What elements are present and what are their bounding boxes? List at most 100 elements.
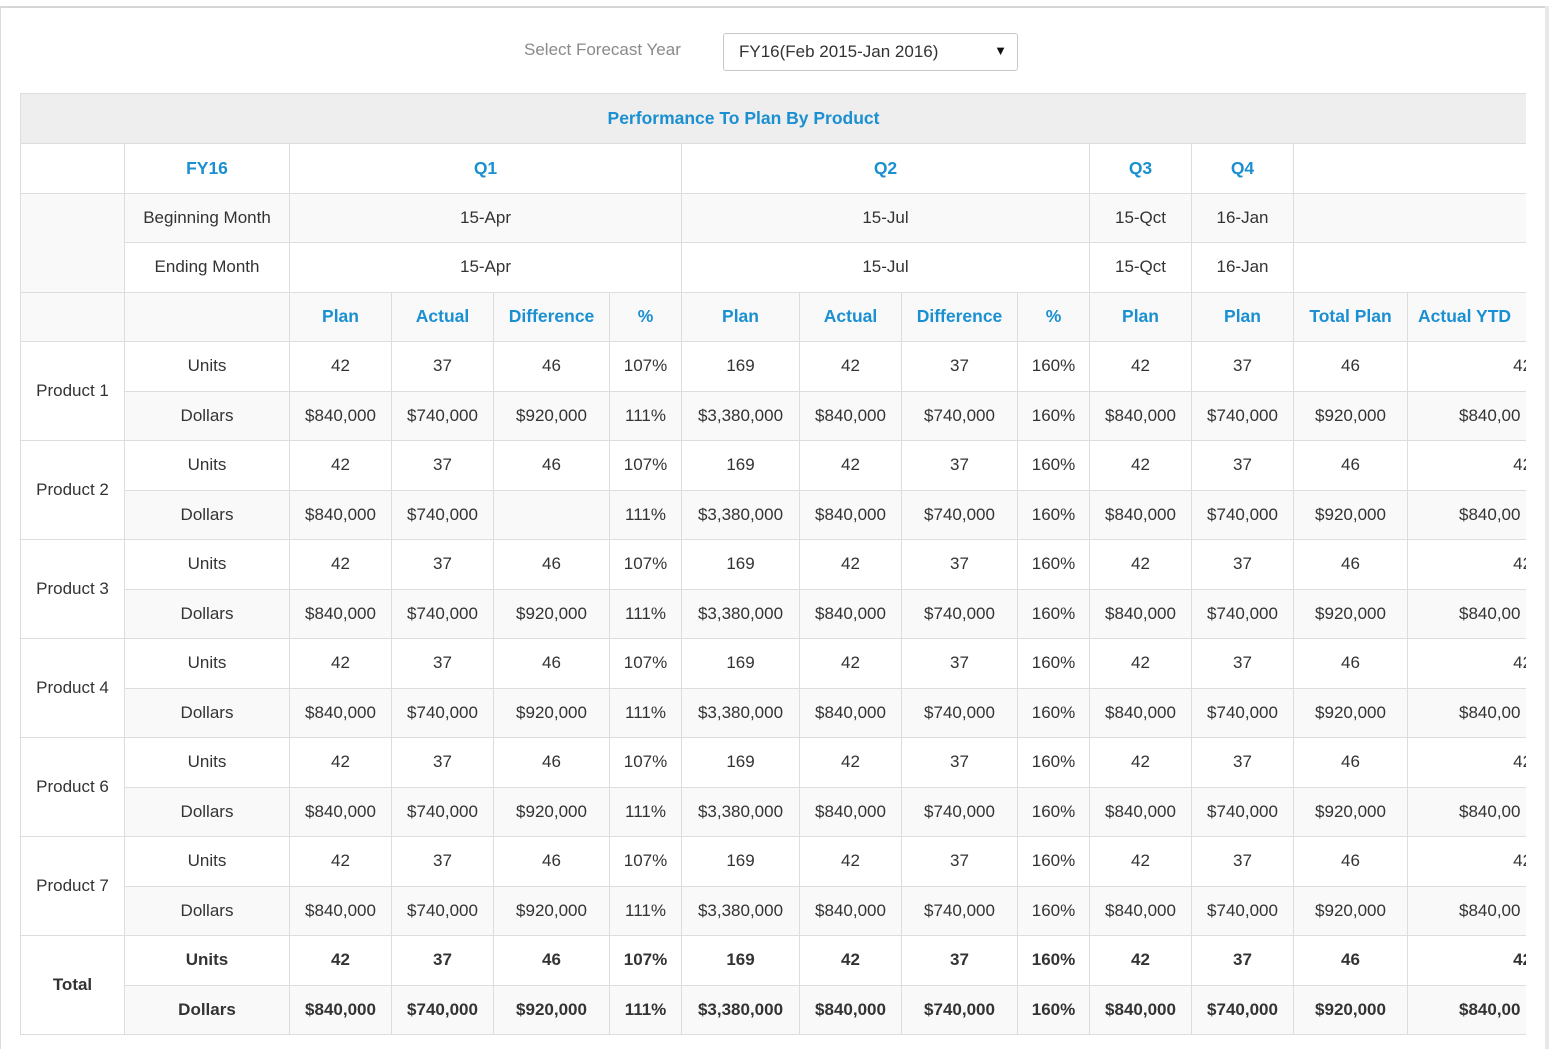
dollars-cell: $740,000 (901, 588, 1018, 639)
dollars-cell: $3,380,000 (681, 786, 800, 837)
dollars-cell: $840,000 (1089, 984, 1192, 1035)
column-header: Difference (901, 291, 1018, 342)
dollars-cell: $740,000 (1191, 885, 1294, 936)
metric-dollars-label: Dollars (124, 786, 290, 837)
corner-cell (20, 143, 125, 194)
units-cell: 46 (493, 935, 610, 986)
dollars-cell: 160% (1017, 786, 1090, 837)
units-cell: 46 (1293, 836, 1408, 887)
units-cell: 37 (391, 737, 494, 788)
dollars-cell: $840,000 (799, 390, 902, 441)
column-header: Actual YTD (1406, 291, 1526, 342)
dollars-cell: $840,000 (1089, 786, 1192, 837)
dollars-cell: $840,000 (799, 984, 902, 1035)
dollars-cell: $840,000 (799, 588, 902, 639)
q3-header: Q3 (1089, 143, 1192, 194)
units-cell: 42 (799, 935, 902, 986)
units-cell: 42 (1089, 341, 1192, 392)
metric-units-label: Units (124, 539, 290, 590)
units-cell: 42 (289, 836, 392, 887)
dollars-cell: $920,000 (1293, 786, 1408, 837)
product-name: Product 7 (20, 836, 125, 936)
units-cell: 37 (391, 935, 494, 986)
units-cell: 42 (289, 341, 392, 392)
dollars-cell: $840,000 (799, 885, 902, 936)
units-cell: 42 (1089, 440, 1192, 491)
q1-begin: 15-Apr (289, 192, 682, 243)
units-cell: 46 (493, 341, 610, 392)
dollars-cell: 160% (1017, 588, 1090, 639)
dollars-cell: $840,000 (289, 489, 392, 540)
forecast-year-select[interactable]: FY16(Feb 2015-Jan 2016) ▼ (723, 33, 1018, 71)
units-cell: 42 (799, 737, 902, 788)
column-header: Actual (799, 291, 902, 342)
colhead-spacer-1 (20, 291, 125, 342)
metric-dollars-label: Dollars (124, 390, 290, 441)
dollars-cell: $740,000 (901, 390, 1018, 441)
dollars-cell: $840,000 (289, 885, 392, 936)
units-cell: 37 (901, 638, 1018, 689)
dollars-cell: 160% (1017, 885, 1090, 936)
dollars-cell: $740,000 (901, 885, 1018, 936)
dollars-cell: $840,00 (1406, 489, 1526, 540)
units-cell: 42 (1406, 539, 1526, 590)
column-header: Difference (493, 291, 610, 342)
units-cell: 46 (1293, 737, 1408, 788)
fy-header: FY16 (124, 143, 290, 194)
units-cell: 46 (493, 638, 610, 689)
units-cell: 169 (681, 440, 800, 491)
units-cell: 42 (799, 341, 902, 392)
units-cell: 46 (1293, 638, 1408, 689)
left-border (0, 6, 1, 1049)
dollars-cell: 111% (609, 984, 682, 1035)
dollars-cell: $920,000 (493, 984, 610, 1035)
metric-dollars-label: Dollars (124, 687, 290, 738)
units-cell: 107% (609, 737, 682, 788)
units-cell: 37 (1191, 935, 1294, 986)
q3-begin: 15-Qct (1089, 192, 1192, 243)
dollars-cell: $740,000 (391, 687, 494, 738)
dollars-cell: $840,00 (1406, 786, 1526, 837)
product-name: Product 1 (20, 341, 125, 441)
units-cell: 42 (799, 440, 902, 491)
column-header: Plan (289, 291, 392, 342)
units-cell: 169 (681, 737, 800, 788)
dollars-cell: $740,000 (391, 489, 494, 540)
dollars-cell: $920,000 (1293, 885, 1408, 936)
units-cell: 169 (681, 836, 800, 887)
dollars-cell: $840,000 (289, 984, 392, 1035)
dollars-cell: $740,000 (1191, 984, 1294, 1035)
dollars-cell: 111% (609, 786, 682, 837)
column-header: Actual (391, 291, 494, 342)
dollars-cell (493, 489, 610, 540)
dollars-cell: $3,380,000 (681, 390, 800, 441)
units-cell: 42 (1406, 638, 1526, 689)
column-header: Plan (681, 291, 800, 342)
dollars-cell: $840,000 (1089, 390, 1192, 441)
units-cell: 37 (391, 440, 494, 491)
performance-table-container[interactable]: Performance To Plan By Product FY16 Q1 Q… (20, 93, 1526, 1035)
product-name: Product 2 (20, 440, 125, 540)
ending-month-label: Ending Month (124, 242, 290, 293)
units-cell: 42 (289, 638, 392, 689)
units-cell: 37 (1191, 539, 1294, 590)
units-cell: 160% (1017, 935, 1090, 986)
metric-dollars-label: Dollars (124, 489, 290, 540)
dollars-cell: $840,00 (1406, 588, 1526, 639)
dollars-cell: $840,00 (1406, 390, 1526, 441)
dollars-cell: $740,000 (391, 786, 494, 837)
units-cell: 42 (1406, 341, 1526, 392)
dollars-cell: $920,000 (493, 588, 610, 639)
units-cell: 107% (609, 440, 682, 491)
dollars-cell: 111% (609, 687, 682, 738)
metric-units-label: Units (124, 737, 290, 788)
dollars-cell: $840,000 (799, 687, 902, 738)
colhead-spacer-2 (124, 291, 290, 342)
units-cell: 107% (609, 935, 682, 986)
units-cell: 169 (681, 935, 800, 986)
dollars-cell: $840,000 (1089, 885, 1192, 936)
units-cell: 42 (1089, 836, 1192, 887)
metric-units-label: Units (124, 935, 290, 986)
top-border (0, 6, 1549, 8)
dollars-cell: $3,380,000 (681, 588, 800, 639)
